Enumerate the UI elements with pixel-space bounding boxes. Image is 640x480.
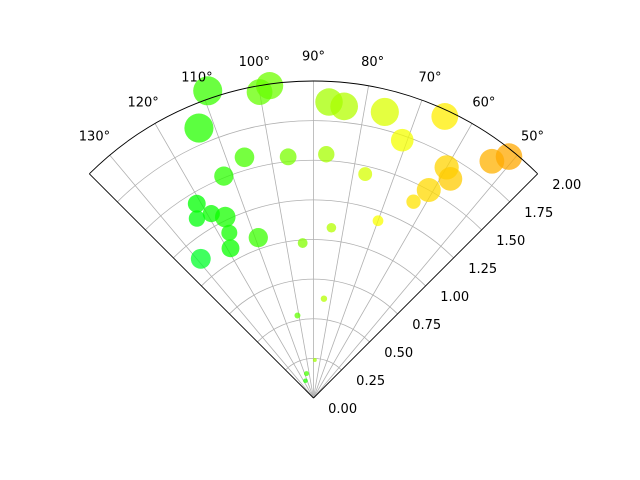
scatter-point — [297, 238, 308, 248]
r-tick-label: 1.75 — [524, 206, 553, 221]
scatter-point — [320, 295, 328, 302]
r-tick-label: 2.00 — [552, 178, 581, 193]
scatter-point — [202, 205, 220, 223]
scatter-point — [326, 222, 337, 233]
scatter-point — [187, 194, 206, 213]
scatter-point — [221, 239, 240, 258]
scatter-point — [248, 228, 268, 248]
scatter-point — [294, 312, 301, 319]
spine-outer-arc — [89, 80, 538, 175]
theta-tick-label: 110° — [181, 70, 212, 85]
scatter-point — [214, 206, 236, 228]
scatter-point — [193, 76, 223, 106]
scatter-point — [303, 371, 310, 377]
scatter-point — [390, 128, 414, 152]
r-tick-label: 1.00 — [440, 290, 469, 305]
theta-tick-label: 60° — [472, 95, 495, 110]
theta-tick-label: 90° — [302, 50, 325, 65]
r-tick-label: 1.25 — [468, 262, 497, 277]
scatter-point — [234, 147, 255, 168]
scatter-point — [312, 358, 317, 362]
spine-layer — [89, 80, 538, 399]
grid-layer — [109, 81, 518, 399]
r-tick-label: 0.75 — [412, 318, 441, 333]
scatter-point — [246, 79, 273, 105]
scatter-point — [184, 113, 214, 143]
r-gridline — [173, 199, 454, 259]
scatter-point — [358, 167, 373, 181]
r-gridline — [145, 159, 482, 231]
scatter-point — [315, 88, 343, 116]
scatter-point — [303, 378, 308, 384]
theta-tick-label: 100° — [239, 55, 270, 70]
scatter-point — [188, 210, 206, 227]
scatter-point — [416, 178, 441, 203]
scatter-point — [279, 148, 297, 166]
scatter-point — [221, 224, 238, 241]
scatter-point — [495, 143, 523, 170]
scatter-point — [214, 166, 234, 186]
scatter-point — [406, 194, 421, 209]
r-gridline — [285, 357, 342, 371]
theta-tick-label: 50° — [521, 129, 544, 144]
r-tick-label: 0.25 — [356, 374, 385, 389]
scatter-point — [190, 248, 211, 269]
theta-tick-label: 80° — [361, 55, 384, 70]
r-gridline — [257, 318, 370, 343]
label-layer: 50° 60° 70° 80° 90° 100° 110° 120° 130° 0.00 0.25 0… — [79, 50, 581, 417]
points-layer — [184, 72, 523, 384]
r-gridline — [201, 239, 426, 287]
spine-start — [313, 173, 538, 399]
scatter-point — [370, 97, 399, 127]
scatter-point — [318, 146, 335, 163]
spine-end — [89, 173, 314, 399]
scatter-point — [431, 103, 459, 130]
scatter-point — [372, 215, 384, 227]
r-gridline — [117, 120, 510, 203]
r-gridline — [229, 278, 398, 315]
theta-tick-label: 120° — [127, 95, 158, 110]
r-tick-label: 1.50 — [496, 234, 525, 249]
theta-tick-label: 70° — [419, 70, 442, 85]
scatter-point — [438, 167, 463, 191]
r-tick-label: 0.00 — [328, 402, 357, 417]
r-tick-label: 0.50 — [384, 346, 413, 361]
theta-tick-label: 130° — [79, 129, 110, 144]
